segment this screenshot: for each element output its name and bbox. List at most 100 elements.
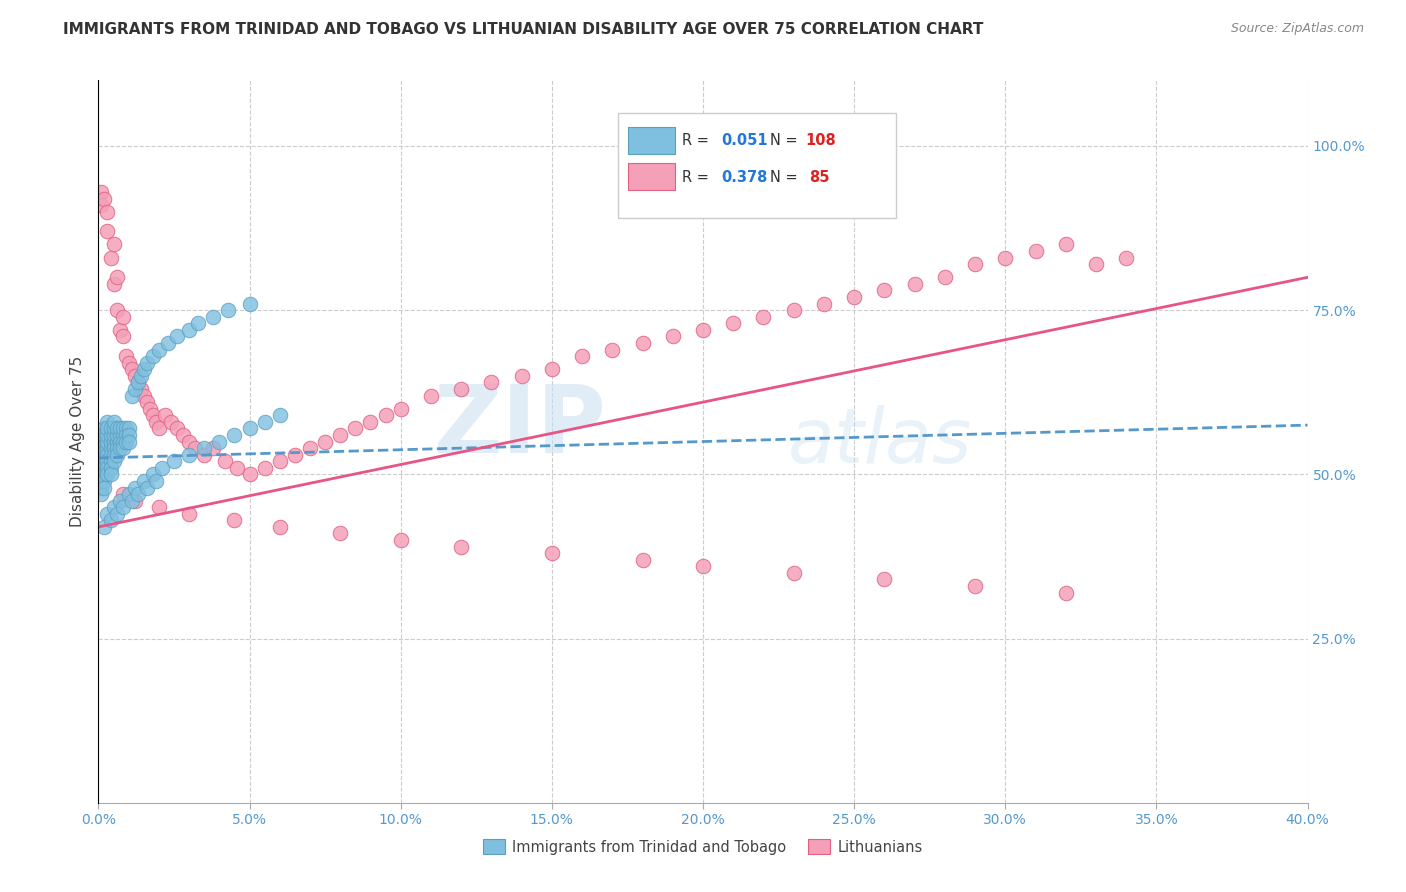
Point xyxy=(239,467,262,482)
Point xyxy=(90,198,112,212)
Point xyxy=(142,349,165,363)
Point xyxy=(93,460,115,475)
Point xyxy=(90,448,112,462)
Point xyxy=(105,434,128,449)
Point xyxy=(450,540,472,554)
Point xyxy=(124,382,146,396)
Point xyxy=(163,454,186,468)
Point xyxy=(239,421,262,435)
Point xyxy=(965,579,987,593)
Point xyxy=(96,224,118,238)
Point xyxy=(129,368,152,383)
Point xyxy=(121,388,143,402)
Point xyxy=(145,415,167,429)
Point xyxy=(179,448,201,462)
Point xyxy=(96,454,118,468)
Point xyxy=(90,185,112,199)
Point xyxy=(100,454,122,468)
Text: IMMIGRANTS FROM TRINIDAD AND TOBAGO VS LITHUANIAN DISABILITY AGE OVER 75 CORRELA: IMMIGRANTS FROM TRINIDAD AND TOBAGO VS L… xyxy=(63,22,984,37)
Point xyxy=(1054,585,1077,599)
Point xyxy=(129,382,152,396)
Point xyxy=(105,428,128,442)
Point xyxy=(100,448,122,462)
Point xyxy=(111,441,134,455)
Text: Source: ZipAtlas.com: Source: ZipAtlas.com xyxy=(1230,22,1364,36)
Point xyxy=(100,421,122,435)
Point xyxy=(783,303,806,318)
Point xyxy=(93,467,115,482)
Point xyxy=(108,434,131,449)
Point xyxy=(90,474,112,488)
Point xyxy=(783,566,806,580)
FancyBboxPatch shape xyxy=(619,112,897,218)
Point xyxy=(253,460,276,475)
Point xyxy=(965,257,987,271)
Point xyxy=(631,553,654,567)
Point xyxy=(111,421,134,435)
Point xyxy=(540,546,562,560)
Point xyxy=(844,290,866,304)
Point xyxy=(389,401,412,416)
Point xyxy=(179,434,201,449)
Text: N =: N = xyxy=(769,133,801,148)
Point xyxy=(93,481,115,495)
Point xyxy=(103,415,125,429)
Point xyxy=(135,356,157,370)
Point xyxy=(692,323,714,337)
Point xyxy=(114,434,136,449)
Point xyxy=(148,421,170,435)
Point xyxy=(90,434,112,449)
Point xyxy=(111,329,134,343)
Point xyxy=(202,310,225,324)
Point xyxy=(172,428,194,442)
Point xyxy=(142,409,165,423)
Point xyxy=(90,467,112,482)
Point xyxy=(284,448,307,462)
Point xyxy=(108,493,131,508)
Point xyxy=(118,356,141,370)
Point xyxy=(873,573,896,587)
Point xyxy=(93,520,115,534)
Point xyxy=(132,474,155,488)
Point xyxy=(100,460,122,475)
Point xyxy=(103,441,125,455)
Point xyxy=(389,533,412,547)
Point xyxy=(132,388,155,402)
Point xyxy=(121,362,143,376)
Point xyxy=(105,303,128,318)
Point xyxy=(127,376,149,390)
Point xyxy=(148,343,170,357)
Point xyxy=(100,467,122,482)
Point xyxy=(994,251,1017,265)
Point xyxy=(93,474,115,488)
Point xyxy=(90,441,112,455)
Point xyxy=(214,454,236,468)
Point xyxy=(111,310,134,324)
Point xyxy=(124,368,146,383)
Point xyxy=(374,409,396,423)
Point xyxy=(90,454,112,468)
Point xyxy=(118,421,141,435)
Point xyxy=(208,434,231,449)
Point xyxy=(148,500,170,515)
Point xyxy=(93,448,115,462)
Point xyxy=(108,421,131,435)
FancyBboxPatch shape xyxy=(628,163,675,190)
Point xyxy=(139,401,162,416)
Legend: Immigrants from Trinidad and Tobago, Lithuanians: Immigrants from Trinidad and Tobago, Lit… xyxy=(478,833,928,861)
Point xyxy=(1085,257,1108,271)
Point xyxy=(253,415,276,429)
Point xyxy=(118,428,141,442)
Point xyxy=(692,559,714,574)
Point xyxy=(166,421,188,435)
Point xyxy=(329,526,352,541)
Point xyxy=(93,428,115,442)
Text: ZIP: ZIP xyxy=(433,381,606,473)
Point xyxy=(360,415,382,429)
Point xyxy=(153,409,176,423)
Point xyxy=(105,448,128,462)
Point xyxy=(90,428,112,442)
Point xyxy=(510,368,533,383)
Point xyxy=(179,507,201,521)
Point xyxy=(187,316,209,330)
